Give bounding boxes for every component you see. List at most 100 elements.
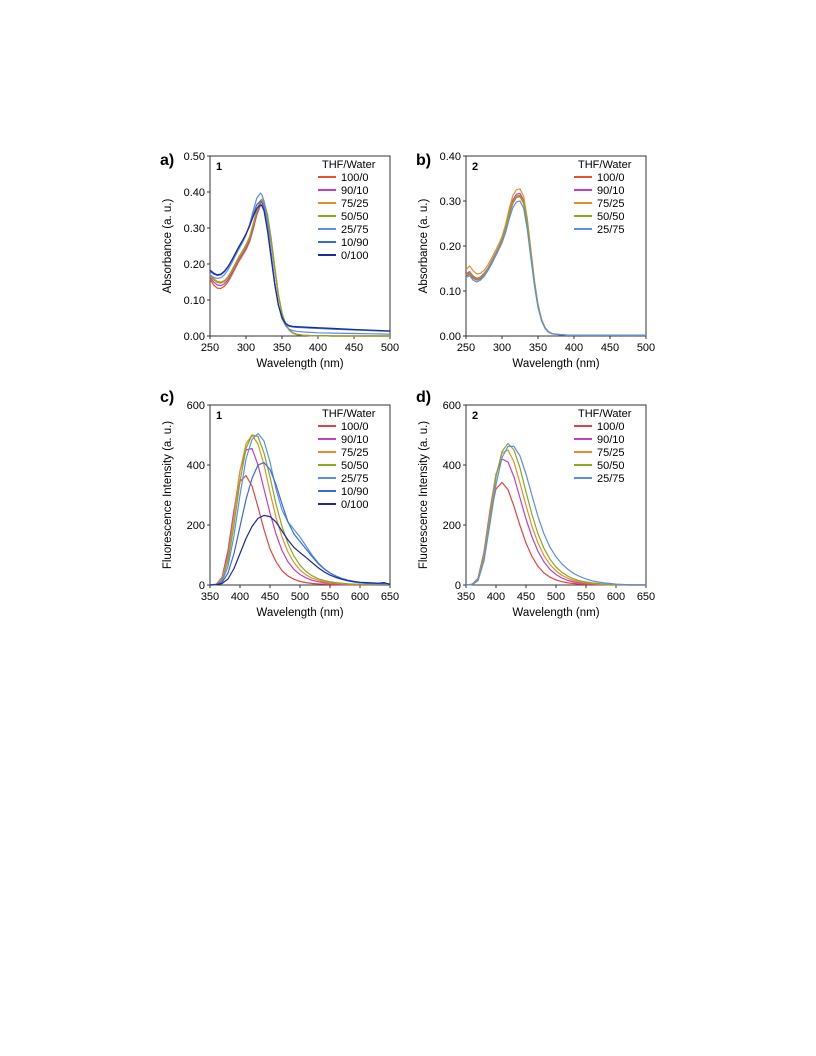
panel-4: d) 350 400 450 500 550 600 650 0 200 400 600 Wavelen…: [416, 389, 655, 619]
legend-entry: 90/10: [597, 434, 625, 446]
y-tick-label: 200: [187, 520, 205, 532]
legend-entry: 0/100: [341, 499, 369, 511]
x-tick-label: 400: [309, 342, 327, 354]
y-tick-label: 600: [187, 400, 205, 412]
panel-letter: c): [160, 389, 174, 406]
x-tick-label: 300: [237, 342, 255, 354]
series-line-0-100: [209, 514, 391, 586]
panel-letter: a): [160, 152, 174, 169]
plot-frame: [209, 155, 391, 337]
x-tick-label: 400: [231, 591, 249, 603]
legend-entry: 50/50: [341, 211, 369, 223]
x-tick-label: 550: [577, 591, 595, 603]
x-tick-label: 500: [637, 342, 655, 354]
y-tick-label: 0: [199, 580, 205, 592]
x-tick-label: 350: [457, 591, 475, 603]
x-tick-label: 300: [493, 342, 511, 354]
compound-label: 1: [216, 161, 222, 173]
legend-entry: 25/75: [597, 224, 625, 236]
legend-entry: 25/75: [341, 473, 369, 485]
legend-entry: 0/100: [341, 250, 369, 262]
compound-label: 2: [472, 161, 478, 173]
y-axis-label: Fluorescence Intensity (a. u.): [418, 421, 430, 569]
series-line-25-75: [465, 445, 647, 586]
series-line-50-50: [209, 434, 390, 586]
x-axis-label: Wavelength (nm): [512, 358, 599, 370]
y-tick-label: 0.00: [184, 331, 205, 343]
legend-title: THF/Water: [578, 408, 632, 420]
x-axis-label: Wavelength (nm): [256, 358, 343, 370]
x-tick-label: 450: [517, 591, 535, 603]
y-tick-label: 0.50: [184, 151, 205, 163]
y-tick-label: 0.20: [184, 259, 205, 271]
series-line-50-50: [465, 442, 647, 586]
legend-entry: 100/0: [341, 172, 369, 184]
legend-entry: 50/50: [597, 211, 625, 223]
legend-entry: 50/50: [597, 460, 625, 472]
x-tick-label: 600: [607, 591, 625, 603]
x-tick-label: 250: [457, 342, 475, 354]
series-line-25-75: [209, 192, 391, 335]
legend-entry: 10/90: [341, 486, 369, 498]
x-tick-label: 550: [321, 591, 339, 603]
panel-2: b) 250 300 350 400 450 500 0.00 0.10 0.20 0.30 0.40…: [416, 151, 655, 370]
x-tick-label: 350: [529, 342, 547, 354]
panel-3: c) 350 400 450 500 550 600 650 0 200 400 600 Wavelen…: [160, 389, 399, 619]
legend-title: THF/Water: [322, 159, 376, 171]
compound-label: 1: [216, 410, 222, 422]
legend-entry: 100/0: [597, 172, 625, 184]
compound-label: 2: [472, 410, 478, 422]
legend-entry: 75/25: [597, 198, 625, 210]
legend-entry: 75/25: [341, 198, 369, 210]
x-tick-label: 350: [201, 591, 219, 603]
x-tick-label: 450: [345, 342, 363, 354]
y-tick-label: 0: [455, 580, 461, 592]
y-tick-label: 0.00: [440, 331, 461, 343]
y-tick-label: 400: [443, 460, 461, 472]
x-tick-label: 650: [637, 591, 655, 603]
legend-entry: 75/25: [341, 447, 369, 459]
legend-title: THF/Water: [578, 159, 632, 171]
y-tick-label: 0.40: [440, 151, 461, 163]
y-axis-label: Absorbance (a. u.): [418, 199, 430, 294]
x-tick-label: 450: [261, 591, 279, 603]
legend-entry: 50/50: [341, 460, 369, 472]
legend-entry: 100/0: [597, 421, 625, 433]
y-tick-label: 200: [443, 520, 461, 532]
x-tick-label: 450: [601, 342, 619, 354]
x-tick-label: 500: [381, 342, 399, 354]
y-tick-label: 600: [443, 400, 461, 412]
panel-letter: b): [416, 152, 431, 169]
x-tick-label: 500: [291, 591, 309, 603]
y-tick-label: 0.20: [440, 241, 461, 253]
legend-title: THF/Water: [322, 408, 376, 420]
y-axis-label: Fluorescence Intensity (a. u.): [162, 421, 174, 569]
x-tick-label: 350: [273, 342, 291, 354]
x-tick-label: 250: [201, 342, 219, 354]
legend-entry: 90/10: [341, 434, 369, 446]
legend-entry: 90/10: [341, 185, 369, 197]
y-tick-label: 0.30: [184, 223, 205, 235]
x-tick-label: 400: [487, 591, 505, 603]
x-tick-label: 500: [547, 591, 565, 603]
y-tick-label: 0.40: [184, 187, 205, 199]
panel-1: a) 250 300 350 400 450 500 0.00 0.10 0.20 0.30 0.40…: [160, 151, 399, 370]
legend-entry: 10/90: [341, 237, 369, 249]
legend-entry: 90/10: [597, 185, 625, 197]
legend-entry: 25/75: [341, 224, 369, 236]
legend-entry: 100/0: [341, 421, 369, 433]
y-tick-label: 0.30: [440, 196, 461, 208]
y-tick-label: 0.10: [440, 286, 461, 298]
x-tick-label: 600: [351, 591, 369, 603]
y-tick-label: 0.10: [184, 295, 205, 307]
x-axis-label: Wavelength (nm): [512, 607, 599, 619]
y-axis-label: Absorbance (a. u.): [162, 199, 174, 294]
x-axis-label: Wavelength (nm): [256, 607, 343, 619]
x-tick-label: 400: [565, 342, 583, 354]
x-tick-label: 650: [381, 591, 399, 603]
panel-letter: d): [416, 389, 431, 406]
legend-entry: 25/75: [597, 473, 625, 485]
legend-entry: 75/25: [597, 447, 625, 459]
y-tick-label: 400: [187, 460, 205, 472]
